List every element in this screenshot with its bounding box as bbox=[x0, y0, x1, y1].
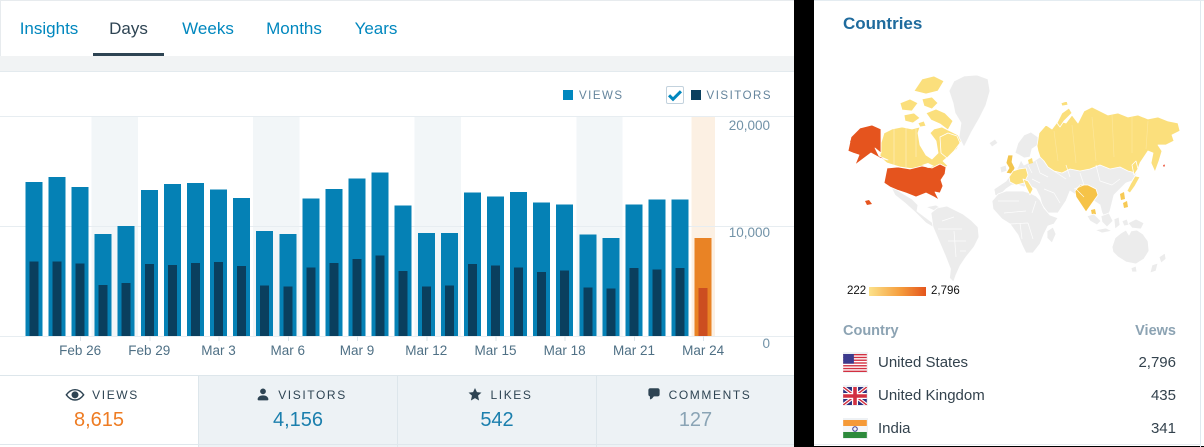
svg-text:Feb 29: Feb 29 bbox=[128, 343, 170, 358]
svg-text:0: 0 bbox=[762, 336, 770, 351]
svg-text:Mar 3: Mar 3 bbox=[201, 343, 236, 358]
svg-text:Mar 24: Mar 24 bbox=[682, 343, 725, 358]
svg-text:Mar 18: Mar 18 bbox=[544, 343, 586, 358]
svg-text:Mar 15: Mar 15 bbox=[474, 343, 516, 358]
svg-text:Mar 12: Mar 12 bbox=[405, 343, 447, 358]
svg-text:Feb 26: Feb 26 bbox=[59, 343, 101, 358]
svg-text:10,000: 10,000 bbox=[729, 225, 770, 240]
svg-text:Mar 6: Mar 6 bbox=[271, 343, 306, 358]
svg-text:20,000: 20,000 bbox=[729, 118, 770, 133]
svg-text:Mar 9: Mar 9 bbox=[340, 343, 375, 358]
svg-text:Mar 21: Mar 21 bbox=[613, 343, 655, 358]
